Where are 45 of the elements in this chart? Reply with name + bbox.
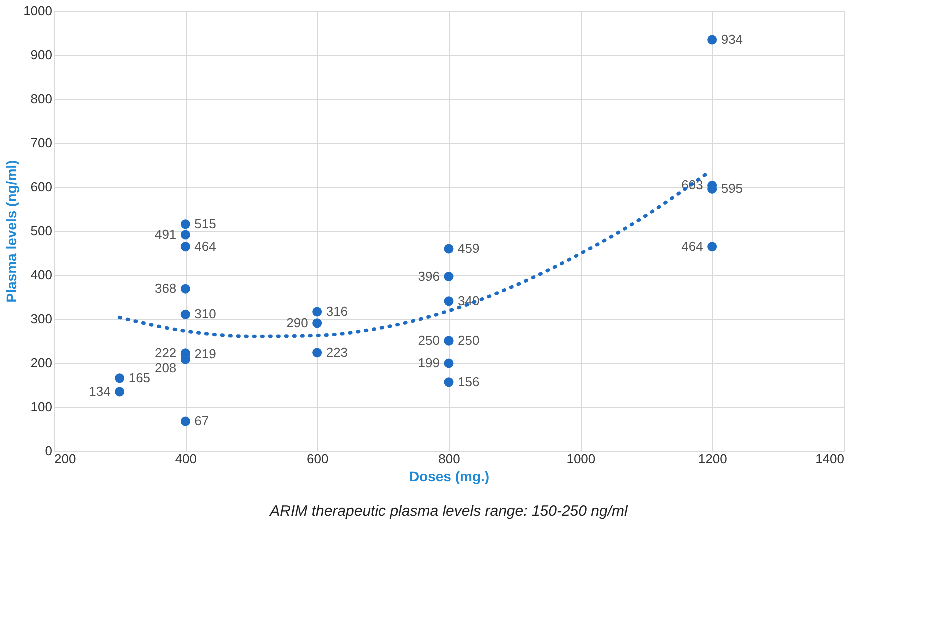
data-label: 250 xyxy=(418,333,440,348)
data-label: 199 xyxy=(418,355,440,370)
x-tick-label: 800 xyxy=(438,452,460,466)
x-tick-label: 600 xyxy=(306,452,329,466)
data-label: 290 xyxy=(286,315,308,330)
data-label: 464 xyxy=(682,238,704,254)
data-label: 208 xyxy=(154,360,177,376)
x-tick-label: 1200 xyxy=(698,452,728,466)
data-label: 156 xyxy=(458,374,480,390)
data-label: 67 xyxy=(194,414,210,429)
data-label: 368 xyxy=(154,281,177,296)
y-tick-label: 600 xyxy=(30,180,52,194)
data-label: 223 xyxy=(326,344,348,360)
x-tick-label: 1400 xyxy=(816,452,844,466)
y-tick-label: 1000 xyxy=(24,4,52,18)
y-tick-label: 900 xyxy=(30,48,52,62)
data-label: 310 xyxy=(194,306,216,322)
data-label: 515 xyxy=(194,216,216,232)
data-label: 595 xyxy=(721,181,744,196)
x-tick-label: 200 xyxy=(54,452,76,466)
y-axis-title: Plasma levels (ng/ml) xyxy=(4,160,20,303)
data-label: 250 xyxy=(458,333,480,348)
data-label: 316 xyxy=(326,304,348,319)
data-label: 934 xyxy=(721,32,744,48)
x-axis-title: Doses (mg.) xyxy=(409,468,490,484)
data-label: 396 xyxy=(418,268,440,284)
data-label: 219 xyxy=(194,346,216,362)
data-label: 340 xyxy=(458,293,480,308)
data-label: 222 xyxy=(154,345,177,360)
y-tick-label: 700 xyxy=(30,136,52,150)
data-label: 464 xyxy=(194,238,216,254)
y-tick-label: 300 xyxy=(30,312,52,326)
data-label: 165 xyxy=(128,370,151,386)
y-tick-label: 200 xyxy=(30,356,52,370)
y-tick-label: 800 xyxy=(30,92,52,106)
text: ARIM therapeutic plasma levels range: 150-250 ng/ml xyxy=(269,503,629,520)
y-tick-label: 100 xyxy=(30,400,52,414)
data-label: 491 xyxy=(154,226,177,242)
y-tick-label: 0 xyxy=(45,444,52,458)
data-label: 459 xyxy=(458,241,480,256)
x-tick-label: 400 xyxy=(175,452,198,466)
y-tick-label: 500 xyxy=(30,224,52,238)
y-tick-label: 400 xyxy=(30,268,52,282)
x-tick-label: 1000 xyxy=(566,452,596,466)
data-label: 134 xyxy=(89,384,111,400)
